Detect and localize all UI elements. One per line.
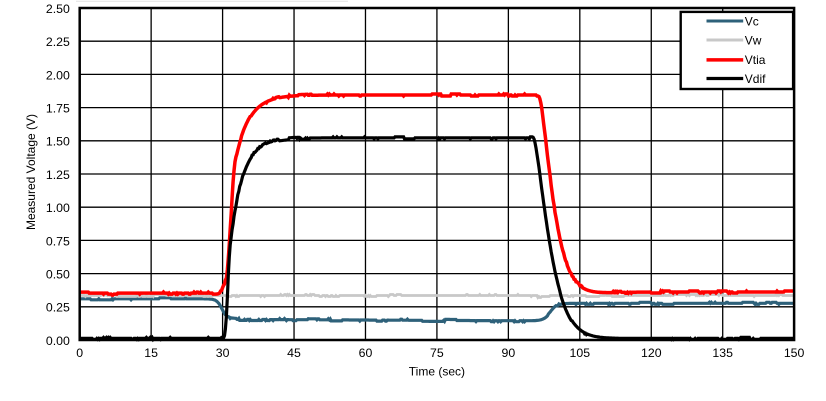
svg-text:1.75: 1.75 bbox=[46, 102, 70, 116]
svg-text:1.00: 1.00 bbox=[46, 201, 70, 215]
svg-text:Vdif: Vdif bbox=[745, 72, 766, 86]
svg-text:1.25: 1.25 bbox=[46, 168, 70, 182]
svg-text:Vw: Vw bbox=[745, 33, 762, 47]
svg-text:75: 75 bbox=[430, 346, 444, 360]
svg-text:0.00: 0.00 bbox=[46, 334, 70, 348]
svg-text:15: 15 bbox=[144, 346, 158, 360]
svg-text:0.50: 0.50 bbox=[46, 268, 70, 282]
svg-text:0.75: 0.75 bbox=[46, 234, 70, 248]
svg-text:30: 30 bbox=[216, 346, 230, 360]
svg-text:2.00: 2.00 bbox=[46, 68, 70, 82]
svg-text:45: 45 bbox=[287, 346, 301, 360]
svg-text:135: 135 bbox=[712, 346, 733, 360]
svg-text:0: 0 bbox=[76, 346, 83, 360]
svg-text:Vc: Vc bbox=[745, 14, 759, 28]
svg-text:105: 105 bbox=[570, 346, 591, 360]
svg-text:90: 90 bbox=[502, 346, 516, 360]
svg-text:150: 150 bbox=[784, 346, 805, 360]
svg-text:2.25: 2.25 bbox=[46, 35, 70, 49]
svg-text:60: 60 bbox=[359, 346, 373, 360]
svg-text:2.50: 2.50 bbox=[46, 2, 70, 16]
svg-text:Measured Voltage (V): Measured Voltage (V) bbox=[24, 114, 38, 230]
svg-text:120: 120 bbox=[641, 346, 662, 360]
svg-text:1.50: 1.50 bbox=[46, 135, 70, 149]
svg-text:Time (sec): Time (sec) bbox=[409, 365, 465, 379]
svg-text:Vtia: Vtia bbox=[745, 53, 766, 67]
svg-text:0.25: 0.25 bbox=[46, 301, 70, 315]
